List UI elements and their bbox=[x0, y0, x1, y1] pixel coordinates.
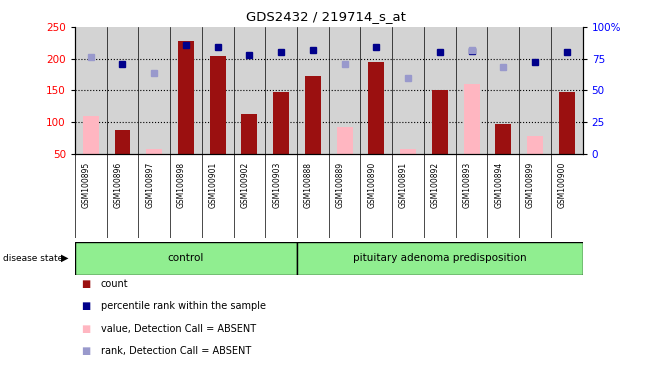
Bar bbox=[83, 116, 99, 154]
Bar bbox=[242, 114, 257, 154]
FancyBboxPatch shape bbox=[297, 242, 583, 275]
Bar bbox=[464, 84, 480, 154]
Text: ■: ■ bbox=[81, 324, 90, 334]
Text: GSM100895: GSM100895 bbox=[82, 162, 90, 208]
Bar bbox=[305, 76, 321, 154]
Text: GSM100893: GSM100893 bbox=[463, 162, 471, 208]
Text: GSM100898: GSM100898 bbox=[177, 162, 186, 208]
Text: GSM100901: GSM100901 bbox=[209, 162, 217, 208]
Text: ■: ■ bbox=[81, 346, 90, 356]
Bar bbox=[210, 56, 226, 154]
Bar bbox=[559, 92, 575, 154]
Text: GSM100894: GSM100894 bbox=[494, 162, 503, 208]
Text: GSM100890: GSM100890 bbox=[367, 162, 376, 208]
Text: value, Detection Call = ABSENT: value, Detection Call = ABSENT bbox=[101, 324, 256, 334]
Text: GSM100897: GSM100897 bbox=[145, 162, 154, 208]
Bar bbox=[527, 136, 543, 154]
Text: GSM100891: GSM100891 bbox=[399, 162, 408, 208]
Bar bbox=[368, 62, 384, 154]
Text: GSM100902: GSM100902 bbox=[240, 162, 249, 208]
Text: GSM100892: GSM100892 bbox=[431, 162, 440, 208]
Text: GSM100903: GSM100903 bbox=[272, 162, 281, 209]
Text: ▶: ▶ bbox=[61, 253, 68, 263]
Text: percentile rank within the sample: percentile rank within the sample bbox=[101, 301, 266, 311]
Text: count: count bbox=[101, 279, 128, 289]
Bar bbox=[432, 89, 448, 154]
Text: GDS2432 / 219714_s_at: GDS2432 / 219714_s_at bbox=[245, 10, 406, 23]
Text: GSM100899: GSM100899 bbox=[526, 162, 535, 208]
Text: GSM100889: GSM100889 bbox=[336, 162, 344, 208]
Text: GSM100900: GSM100900 bbox=[558, 162, 567, 209]
Bar bbox=[495, 124, 511, 154]
Bar bbox=[273, 92, 289, 154]
FancyBboxPatch shape bbox=[75, 242, 297, 275]
Text: GSM100888: GSM100888 bbox=[304, 162, 313, 208]
Bar bbox=[337, 127, 353, 154]
Text: rank, Detection Call = ABSENT: rank, Detection Call = ABSENT bbox=[101, 346, 251, 356]
Text: ■: ■ bbox=[81, 279, 90, 289]
Text: disease state: disease state bbox=[3, 254, 64, 263]
Bar bbox=[115, 130, 130, 154]
Bar bbox=[400, 149, 416, 154]
Text: pituitary adenoma predisposition: pituitary adenoma predisposition bbox=[353, 253, 527, 263]
Bar bbox=[146, 149, 162, 154]
Text: control: control bbox=[168, 253, 204, 263]
Bar bbox=[178, 41, 194, 154]
Text: ■: ■ bbox=[81, 301, 90, 311]
Text: GSM100896: GSM100896 bbox=[113, 162, 122, 208]
